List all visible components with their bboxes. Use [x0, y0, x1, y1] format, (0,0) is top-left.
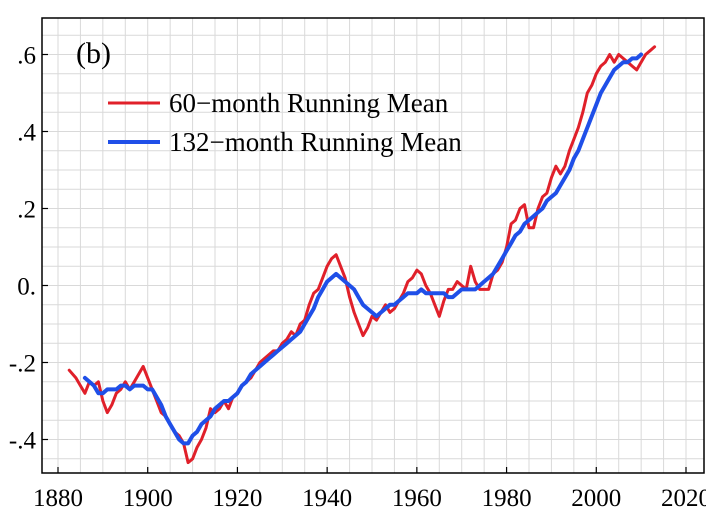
- grid: [42, 18, 704, 473]
- legend-item-132-month-label: 132−month Running Mean: [169, 127, 462, 157]
- x-tick-label: 1880: [33, 485, 83, 512]
- panel-label: (b): [76, 37, 111, 70]
- x-tick-label: 2020: [661, 485, 706, 512]
- x-tick-label: 1940: [302, 485, 352, 512]
- y-tick-label: 0.: [17, 274, 36, 301]
- legend-item-60-month-label: 60−month Running Mean: [169, 88, 449, 118]
- x-tick-label: 1980: [482, 485, 532, 512]
- x-axis: 1880 1900 1920 1940 1960 1980 2000 2020: [33, 467, 706, 512]
- y-tick-label: .4: [17, 120, 36, 147]
- y-tick-label: -.4: [9, 428, 37, 455]
- series-layer: [67, 45, 657, 465]
- series-line-132-month: [82, 52, 644, 446]
- legend: 60−month Running Mean 132−month Running M…: [108, 88, 462, 157]
- x-tick-label: 1960: [392, 485, 442, 512]
- y-axis: -.4 -.2 0. .2 .4 .6: [9, 43, 48, 455]
- y-tick-label: .2: [17, 197, 36, 224]
- x-tick-label: 2000: [571, 485, 621, 512]
- y-tick-label: -.2: [9, 351, 36, 378]
- y-tick-label: .6: [17, 43, 36, 70]
- plot-frame: [41, 17, 705, 474]
- x-tick-label: 1920: [212, 485, 262, 512]
- x-tick-label: 1900: [123, 485, 173, 512]
